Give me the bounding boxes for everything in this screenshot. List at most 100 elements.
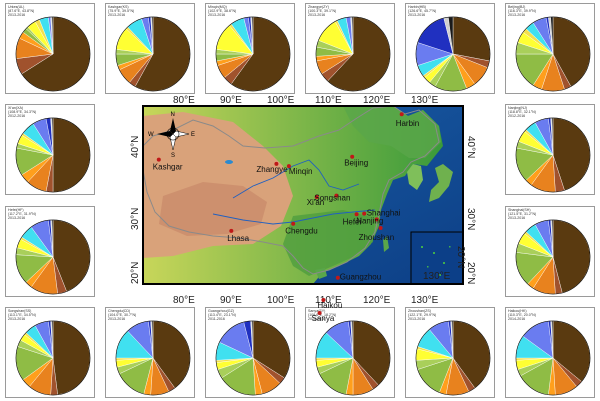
pie-chart bbox=[315, 16, 391, 92]
northeast-forest bbox=[343, 106, 441, 158]
inset-lon-tick: 130°E bbox=[423, 271, 451, 282]
city-label: Haikou bbox=[317, 301, 342, 310]
pie-chart bbox=[415, 320, 491, 396]
city-marker bbox=[321, 298, 326, 302]
station-label-line: 2013-2016 bbox=[408, 13, 426, 18]
station-label-line: Zhangye(ZY) bbox=[308, 5, 329, 9]
city-label: Zhoushan bbox=[359, 233, 395, 242]
station-label: Minqin(MQ) (102.9°E, 38.6°N) 2013-2016 bbox=[208, 5, 236, 18]
station-label: Nanjing(NJ) (118.8°E, 32.1°N) 2012-2016 bbox=[508, 106, 536, 119]
station-panel: Haikou(HK) (110.3°E, 20.0°N) 2014-2016 bbox=[505, 307, 595, 398]
station-label-line: (109.6°E, 18.2°N) bbox=[308, 313, 337, 318]
pie-chart bbox=[15, 219, 91, 295]
korea bbox=[407, 164, 423, 190]
station-label-line: Songshan(SS) bbox=[8, 309, 32, 313]
station-label-line: Haikou(HK) bbox=[508, 309, 527, 313]
yellow-river bbox=[232, 159, 360, 199]
station-label: Guangzhou(GZ) (113.4°E, 23.1°N) 2011-2016 bbox=[208, 309, 236, 322]
pie-outline bbox=[15, 117, 91, 193]
pie-chart bbox=[215, 320, 291, 396]
city-marker bbox=[362, 211, 367, 216]
station-label: Beijing(BJ) (116.3°E, 39.9°N) 2013-2016 bbox=[508, 5, 536, 18]
china-map: N S E W 80°E 90°E 100°E 110°E 120°E 130°… bbox=[130, 95, 476, 323]
station-label-line: 2013-2016 bbox=[8, 317, 26, 322]
station-label-line: Kashgar(KS) bbox=[108, 5, 129, 9]
station-panel: Beijing(BJ) (116.3°E, 39.9°N) 2013-2016 bbox=[505, 3, 595, 94]
station-label-line: Chengdu(CD) bbox=[108, 309, 131, 313]
station-label-line: 2014-2016 bbox=[508, 317, 526, 322]
station-label-line: (100.3°E, 39.1°N) bbox=[308, 9, 337, 14]
station-label-line: (126.6°E, 45.7°N) bbox=[408, 9, 437, 14]
station-label-line: (75.9°E, 39.5°N) bbox=[108, 9, 135, 14]
station-label-line: (87.6°E, 43.8°N) bbox=[8, 9, 35, 14]
yangtze-river bbox=[212, 209, 376, 225]
station-label-line: Nanjing(NJ) bbox=[508, 106, 527, 110]
station-label: Harbin(HB) (126.6°E, 45.7°N) 2013-2016 bbox=[408, 5, 436, 18]
station-label-line: (116.3°E, 39.9°N) bbox=[508, 9, 536, 14]
city-marker bbox=[317, 311, 322, 315]
city-label: Nanjing bbox=[356, 217, 383, 226]
station-label: Hefei(HF) (117.2°E, 31.9°N) 2013-2016 bbox=[8, 208, 36, 221]
station-panel: Songshan(SS) (113.1°E, 34.5°N) 2013-2016 bbox=[5, 307, 95, 398]
lat-tick-left: 20°N bbox=[130, 262, 141, 284]
pie-outline bbox=[15, 320, 91, 396]
lat-tick-right: 40°N bbox=[465, 136, 476, 158]
pie-chart bbox=[115, 320, 191, 396]
city-marker bbox=[274, 161, 279, 166]
station-label-line: 2013-2016 bbox=[508, 216, 526, 221]
lon-tick: 110°E bbox=[315, 95, 342, 106]
pie-chart bbox=[315, 320, 391, 396]
station-panel: Minqin(MQ) (102.9°E, 38.6°N) 2013-2016 bbox=[205, 3, 295, 94]
station-panel: Guangzhou(GZ) (113.4°E, 23.1°N) 2011-2016 bbox=[205, 307, 295, 398]
station-label: Sanya(SY) (109.6°E, 18.2°N) 2014-2016 bbox=[308, 309, 336, 322]
station-label-line: 2013-2016 bbox=[208, 13, 226, 18]
station-panel: Xi'an(XA) (108.9°E, 34.3°N) 2012-2016 bbox=[5, 104, 95, 195]
city-marker bbox=[286, 164, 291, 169]
station-panel: Nanjing(NJ) (118.8°E, 32.1°N) 2012-2016 bbox=[505, 104, 595, 195]
city-marker bbox=[229, 228, 234, 233]
pie-slice bbox=[52, 117, 91, 193]
station-label-line: 2013-2016 bbox=[508, 13, 526, 18]
city-marker bbox=[334, 193, 339, 198]
lon-tick: 100°E bbox=[267, 295, 295, 306]
pie-chart bbox=[115, 16, 191, 92]
station-panel: Hefei(HF) (117.2°E, 31.9°N) 2013-2016 bbox=[5, 206, 95, 297]
lat-tick-right: 30°N bbox=[465, 208, 476, 230]
compass-s: S bbox=[171, 153, 175, 159]
lat-tick-left: 40°N bbox=[130, 136, 141, 158]
city-label: Minqin bbox=[289, 167, 313, 176]
plateau-high bbox=[159, 182, 267, 236]
pie-outline bbox=[315, 320, 391, 396]
city-marker bbox=[335, 275, 340, 280]
pie-outline bbox=[115, 16, 191, 92]
pie-outline bbox=[515, 117, 591, 193]
station-label-line: (108.9°E, 34.3°N) bbox=[8, 110, 37, 115]
station-label-line: (117.2°E, 31.9°N) bbox=[8, 212, 36, 217]
station-panel: Kashgar(KS) (75.9°E, 39.5°N) 2013-2016 bbox=[105, 3, 195, 94]
station-label-line: Xi'an(XA) bbox=[8, 106, 24, 110]
city-marker bbox=[354, 212, 359, 217]
map-frame bbox=[142, 105, 464, 285]
compass-rose: N S E W bbox=[148, 112, 195, 159]
city-markers: Harbin Beijing Kashgar Zhangye Minqin Xi'anSo… bbox=[153, 112, 419, 323]
pie-chart bbox=[215, 16, 291, 92]
city-marker bbox=[378, 226, 383, 230]
pie-outline bbox=[15, 16, 91, 92]
station-label-line: (102.9°E, 38.6°N) bbox=[208, 9, 237, 14]
station-label-line: Hefei(HF) bbox=[8, 208, 24, 212]
station-label-line: (122.1°E, 29.9°N) bbox=[408, 313, 437, 318]
city-label: Songshan bbox=[314, 194, 350, 203]
south-sea-inset bbox=[410, 231, 464, 285]
pie-outline bbox=[415, 320, 491, 396]
pie-outline bbox=[515, 320, 591, 396]
pie-outline bbox=[415, 16, 491, 92]
station-label-line: (110.3°E, 20.0°N) bbox=[508, 313, 536, 318]
pie-outline bbox=[515, 219, 591, 295]
lon-tick: 120°E bbox=[363, 95, 391, 106]
station-label: Urkes(UL) (87.6°E, 43.8°N) 2013-2016 bbox=[8, 5, 34, 18]
station-panel: Sanya(SY) (109.6°E, 18.2°N) 2014-2016 bbox=[305, 307, 395, 398]
pie-chart bbox=[515, 219, 591, 295]
lon-tick: 100°E bbox=[267, 95, 295, 106]
station-label-line: Shanghai(SH) bbox=[508, 208, 531, 212]
compass-w: W bbox=[148, 132, 154, 138]
